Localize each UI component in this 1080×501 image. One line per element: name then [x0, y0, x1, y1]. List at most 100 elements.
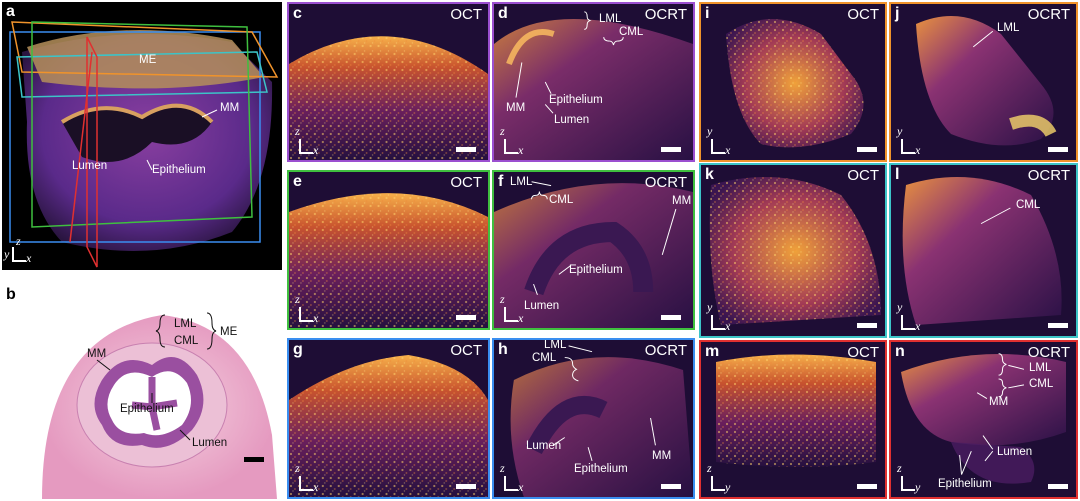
scale-bar: [1048, 484, 1068, 489]
modality-label: OCT: [847, 167, 879, 184]
scale-bar: [456, 315, 476, 320]
label-lml: LML: [510, 176, 533, 188]
label-lml: LML: [997, 22, 1020, 34]
panel-a-3d-volume: a ME MM Lumen Epithelium z y x: [2, 2, 282, 270]
label-lml: LML: [544, 339, 567, 351]
scale-bar: [661, 484, 681, 489]
label-cml: CML: [619, 26, 644, 38]
scale-bar: [1048, 323, 1068, 328]
panel-letter: i: [705, 5, 710, 22]
scale-bar: [857, 484, 877, 489]
panel-letter: d: [498, 5, 508, 22]
modality-label: OCT: [450, 6, 482, 23]
histology-image: [2, 285, 282, 499]
panel-letter: a: [6, 3, 15, 20]
label-mm: MM: [989, 396, 1009, 408]
label-lumen: Lumen: [997, 446, 1033, 458]
label-lumen: Lumen: [192, 437, 228, 449]
scale-bar: [661, 315, 681, 320]
label-cml: CML: [532, 352, 557, 364]
panel-letter: f: [498, 173, 504, 190]
scale-bar: [244, 457, 264, 462]
label-epithelium: Epithelium: [120, 403, 174, 415]
modality-label: OCRT: [1027, 167, 1070, 184]
label-mm: MM: [652, 450, 672, 462]
panel-letter: g: [293, 341, 303, 358]
label-me: ME: [139, 54, 157, 66]
modality-label: OCT: [847, 344, 879, 361]
panel-b-histology: b LML CML ME MM Epithelium Lumen: [2, 285, 282, 499]
label-me: ME: [220, 326, 238, 338]
label-epithelium: Epithelium: [549, 94, 603, 106]
label-mm: MM: [506, 102, 526, 114]
label-epithelium: Epithelium: [152, 164, 206, 176]
label-mm: MM: [220, 102, 240, 114]
label-mm: MM: [672, 195, 692, 207]
modality-label: OCT: [847, 6, 879, 23]
label-lumen: Lumen: [72, 160, 108, 172]
label-cml: CML: [174, 335, 199, 347]
label-lumen: Lumen: [526, 440, 562, 452]
volume-render: [2, 2, 282, 270]
label-cml: CML: [1016, 199, 1041, 211]
label-cml: CML: [1029, 378, 1054, 390]
label-lumen: Lumen: [524, 300, 560, 312]
scale-bar: [661, 147, 681, 152]
modality-label: OCRT: [644, 6, 687, 23]
panel-letter: l: [895, 166, 900, 183]
scale-bar: [456, 484, 476, 489]
panel-letter: m: [705, 343, 720, 360]
panel-letter: h: [498, 341, 508, 358]
label-lml: LML: [599, 13, 622, 25]
modality-label: OCRT: [1027, 6, 1070, 23]
scale-bar: [857, 147, 877, 152]
panel-letter: j: [895, 5, 900, 22]
modality-label: OCT: [450, 174, 482, 191]
modality-label: OCRT: [644, 342, 687, 359]
panel-letter: e: [293, 173, 302, 190]
scale-bar: [857, 323, 877, 328]
axes-indicator: z y x: [4, 234, 40, 265]
panel-letter: c: [293, 5, 302, 22]
label-mm: MM: [87, 348, 107, 360]
label-epithelium: Epithelium: [938, 478, 992, 490]
label-cml: CML: [549, 194, 574, 206]
scale-bar: [1048, 147, 1068, 152]
modality-label: OCRT: [1027, 344, 1070, 361]
label-lml: LML: [1029, 362, 1052, 374]
panel-letter: n: [895, 343, 905, 360]
label-epithelium: Epithelium: [574, 463, 628, 475]
panel-letter: k: [705, 166, 714, 183]
modality-label: OCRT: [644, 174, 687, 191]
label-lml: LML: [174, 318, 197, 330]
panel-letter: b: [6, 286, 16, 303]
label-lumen: Lumen: [554, 114, 590, 126]
modality-label: OCT: [450, 342, 482, 359]
label-epithelium: Epithelium: [569, 264, 623, 276]
scale-bar: [456, 147, 476, 152]
